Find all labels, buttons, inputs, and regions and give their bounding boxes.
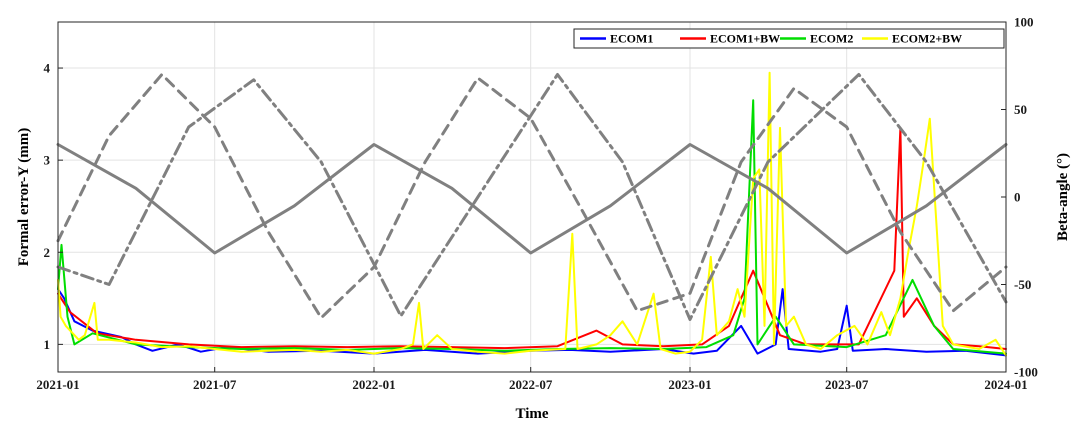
legend-label: ECOM1+BW [710, 32, 780, 46]
legend: ECOM1 ECOM1+BW ECOM2 ECOM2+BW [573, 28, 1005, 49]
y-axis-left-title: Formal error-Y (mm) [16, 128, 32, 267]
y-left-tick-label: 4 [44, 61, 51, 76]
y-right-tick-label: -100 [1014, 365, 1038, 380]
x-tick-label: 2024-01 [984, 377, 1027, 392]
series-line-4 [56, 143, 1008, 255]
legend-label: ECOM2 [810, 32, 853, 46]
y-right-tick-label: 100 [1014, 15, 1034, 30]
x-tick-label: 2022-07 [509, 377, 553, 392]
series-line-3 [57, 71, 1007, 357]
legend-label: ECOM1 [610, 32, 653, 46]
y-left-tick-label: 1 [44, 337, 51, 352]
x-tick-label: 2023-07 [825, 377, 869, 392]
y-axis-right-title: Beta-angle (°) [1055, 153, 1071, 241]
series-line-6 [56, 73, 1008, 321]
series-line-0 [57, 288, 1007, 357]
legend-label: ECOM2+BW [892, 32, 962, 46]
x-axis-title: Time [515, 406, 548, 422]
series-line-5 [56, 73, 1008, 320]
y-left-tick-label: 3 [44, 153, 51, 168]
series-line-1 [57, 126, 1007, 350]
ticks: 2021-01 2021-07 2022-01 2022-07 2023-01 2023-… [36, 15, 1038, 393]
y-right-tick-label: 0 [1014, 190, 1021, 205]
y-right-tick-label: -50 [1014, 277, 1031, 292]
y-left-tick-label: 2 [44, 245, 51, 260]
x-tick-label: 2021-07 [193, 377, 237, 392]
series-group-left [57, 71, 1007, 357]
x-tick-label: 2023-01 [668, 377, 711, 392]
y-right-tick-label: 50 [1014, 102, 1027, 117]
series-group-right [56, 73, 1008, 321]
x-tick-label: 2022-01 [352, 377, 395, 392]
x-tick-label: 2021-01 [36, 377, 79, 392]
